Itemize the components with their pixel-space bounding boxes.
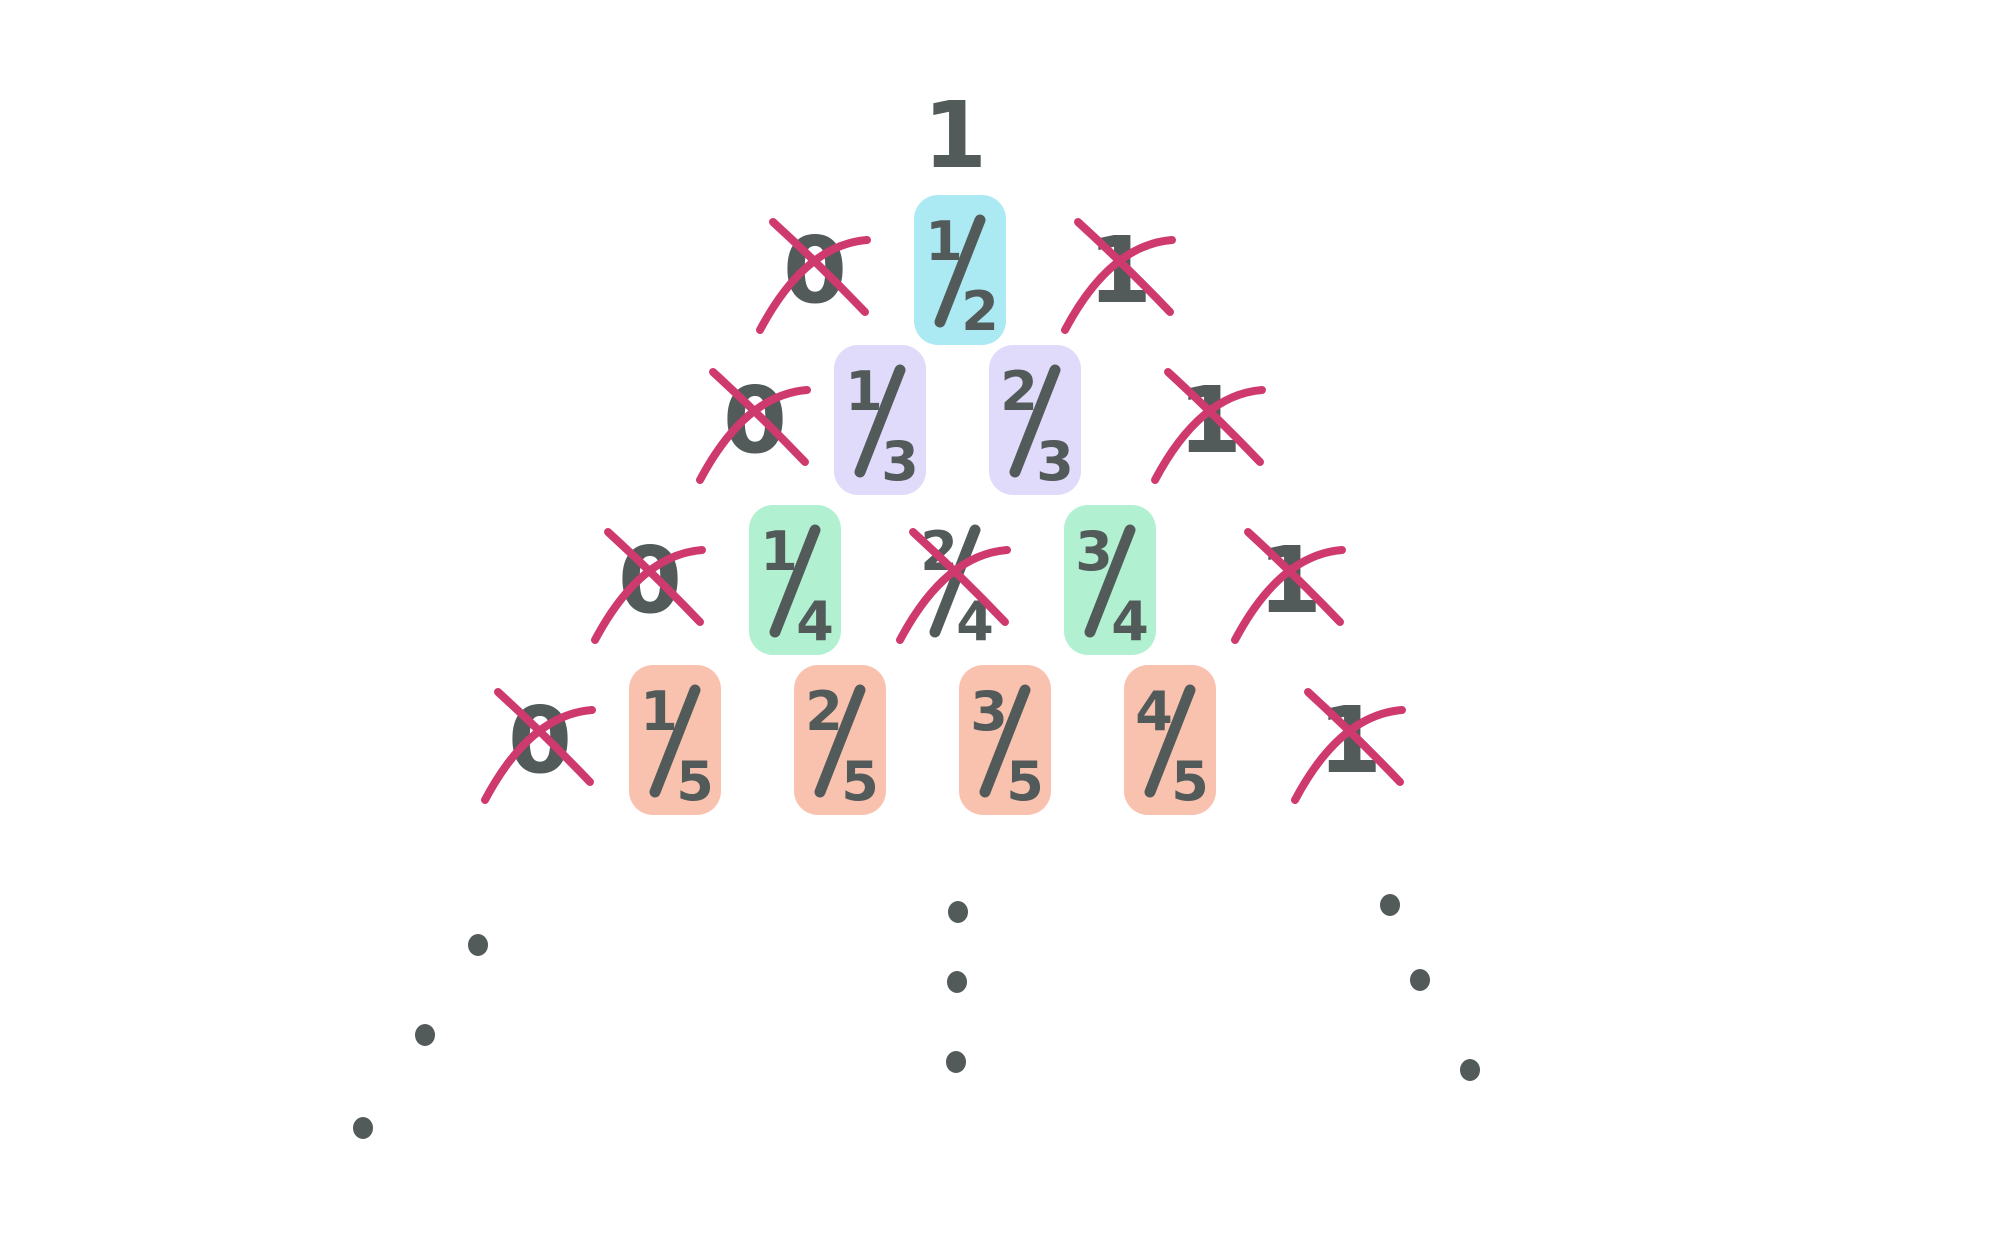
fraction-slash — [854, 364, 906, 478]
fraction-slash — [814, 684, 866, 798]
row4-cell5-cross-out — [1231, 528, 1346, 644]
row3-cell4-cross-out — [1151, 368, 1266, 484]
continuation-dot-center-3 — [946, 1051, 966, 1073]
fraction-denominator: 3 — [1036, 430, 1074, 493]
fraction-slash — [979, 684, 1031, 798]
row5-cell6-cross-out — [1291, 688, 1406, 804]
row1-cell1-integer: 1 — [923, 82, 987, 189]
integer-label: 1 — [1258, 527, 1322, 634]
integer-label: 0 — [783, 217, 847, 324]
row5-cell6-integer: 1 — [1318, 687, 1382, 794]
fraction-denominator: 5 — [1006, 750, 1044, 813]
fraction-numerator: 3 — [1075, 520, 1113, 583]
row2-cell3-cross-out — [1061, 218, 1176, 334]
row5-cell1-cross-out — [481, 688, 596, 804]
integer-label: 1 — [923, 82, 987, 189]
fraction-numerator: 3 — [970, 680, 1008, 743]
row4-cell1-integer: 0 — [618, 527, 682, 634]
integer-label: 0 — [723, 367, 787, 474]
continuation-dot-right-2 — [1410, 969, 1430, 991]
fraction-numerator: 1 — [925, 210, 963, 273]
row2-cell1-cross-out — [756, 218, 871, 334]
continuation-dot-right-1 — [1380, 894, 1400, 916]
row3-cell1-integer: 0 — [723, 367, 787, 474]
row4-cell3-fraction: 24 — [920, 520, 994, 653]
continuation-dot-left-1 — [468, 934, 488, 956]
integer-label: 1 — [1088, 217, 1152, 324]
row3-cell2-fraction: 13 — [845, 360, 919, 493]
row4-cell2-fraction: 14 — [760, 520, 834, 653]
fraction-denominator: 5 — [841, 750, 879, 813]
fraction-denominator: 4 — [1111, 590, 1149, 653]
fraction-numerator: 1 — [845, 360, 883, 423]
fraction-slash — [1009, 364, 1061, 478]
fraction-numerator: 1 — [760, 520, 798, 583]
continuation-dot-center-1 — [948, 901, 968, 923]
fraction-slash — [649, 684, 701, 798]
row5-cell5-fraction: 45 — [1135, 680, 1209, 813]
integer-label: 0 — [618, 527, 682, 634]
row5-cell3-fraction: 25 — [805, 680, 879, 813]
row2-cell2-fraction: 12 — [925, 210, 999, 343]
fraction-slash — [934, 214, 986, 328]
integer-label: 1 — [1178, 367, 1242, 474]
fraction-numerator: 1 — [640, 680, 678, 743]
row4-cell1-cross-out — [591, 528, 706, 644]
continuation-dot-center-2 — [947, 971, 967, 993]
row3-cell4-integer: 1 — [1178, 367, 1242, 474]
continuation-dot-left-2 — [415, 1024, 435, 1046]
row5-cell4-fraction: 35 — [970, 680, 1044, 813]
fraction-numerator: 2 — [1000, 360, 1038, 423]
fraction-slash — [1084, 524, 1136, 638]
row4-cell4-fraction: 34 — [1075, 520, 1149, 653]
row5-cell2-fraction: 15 — [640, 680, 714, 813]
row3-cell1-cross-out — [696, 368, 811, 484]
integer-label: 1 — [1318, 687, 1382, 794]
fraction-numerator: 2 — [805, 680, 843, 743]
row4-cell5-integer: 1 — [1258, 527, 1322, 634]
cross-layer — [481, 218, 1406, 804]
fraction-slash — [769, 524, 821, 638]
fraction-denominator: 2 — [961, 280, 999, 343]
continuation-dot-left-3 — [353, 1117, 373, 1139]
row5-cell1-integer: 0 — [508, 687, 572, 794]
row3-cell3-fraction: 23 — [1000, 360, 1074, 493]
fraction-numerator: 4 — [1135, 680, 1173, 743]
fraction-denominator: 4 — [796, 590, 834, 653]
fraction-slash — [929, 524, 981, 638]
row4-cell3-cross-out — [896, 528, 1011, 644]
continuation-dot-right-3 — [1460, 1059, 1480, 1081]
fraction-denominator: 5 — [676, 750, 714, 813]
fraction-slash — [1144, 684, 1196, 798]
row2-cell1-integer: 0 — [783, 217, 847, 324]
integer-label: 0 — [508, 687, 572, 794]
fraction-denominator: 5 — [1171, 750, 1209, 813]
fraction-denominator: 3 — [881, 430, 919, 493]
continuation-dots — [353, 894, 1480, 1139]
row2-cell3-integer: 1 — [1088, 217, 1152, 324]
